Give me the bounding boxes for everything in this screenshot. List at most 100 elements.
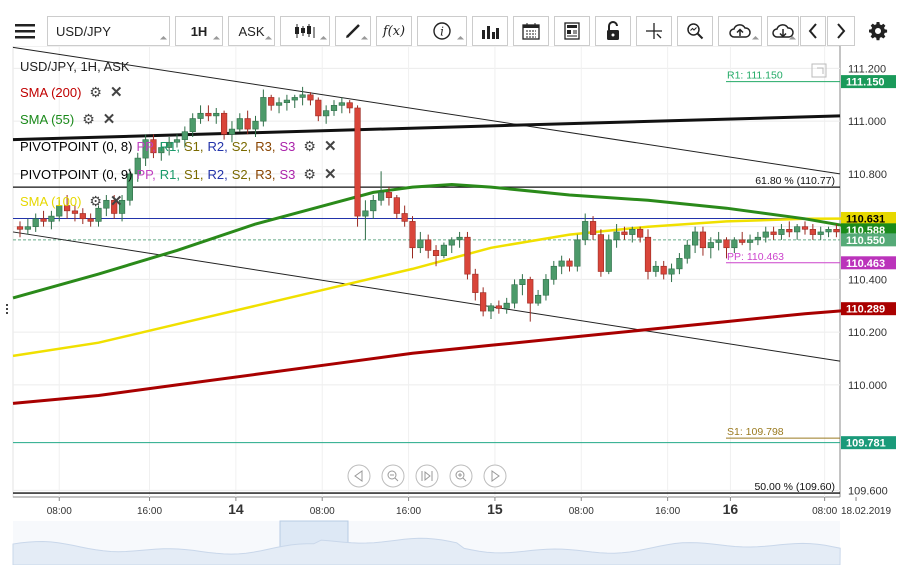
gear-icon[interactable]: ⚙ xyxy=(303,138,316,154)
candle-body xyxy=(32,218,39,227)
candle-body xyxy=(495,305,502,309)
price-tag-bg xyxy=(841,302,896,316)
candle-body xyxy=(283,99,291,104)
legend-level-r3: R3, xyxy=(255,167,276,182)
document-icon xyxy=(564,22,580,40)
nav-reset-button[interactable] xyxy=(415,464,439,488)
candle-body xyxy=(417,239,424,249)
candle-body xyxy=(684,244,691,259)
candle-body xyxy=(205,112,212,117)
volume-button[interactable] xyxy=(472,16,508,46)
candle-body xyxy=(126,173,133,201)
plot-area xyxy=(12,45,841,498)
expand-icon[interactable] xyxy=(811,63,827,78)
fx-label: f(x) xyxy=(382,23,406,39)
scroll-right-button[interactable] xyxy=(827,16,855,46)
legend-title: USD/JPY, 1H, ASK xyxy=(20,59,130,74)
pencil-icon xyxy=(346,24,360,38)
candle-body xyxy=(542,279,550,296)
crosshair-icon xyxy=(646,23,662,39)
gear-icon[interactable]: ⚙ xyxy=(303,166,316,182)
legend-item[interactable]: PIVOTPOINT (0, 8) PP, R1, S1, R2, S2, R3, S3 ⚙ ✕ xyxy=(20,138,337,155)
timeframe-select[interactable]: 1H xyxy=(175,16,223,46)
chevron-right-icon xyxy=(837,23,846,39)
legend-item[interactable]: SMA (55) ⚙ ✕ xyxy=(20,111,115,128)
nav-zoom-out-button[interactable] xyxy=(381,464,405,488)
candlestick-icon xyxy=(295,24,315,38)
legend-item[interactable]: SMA (100) ⚙ ✕ xyxy=(20,193,123,210)
menu-icon xyxy=(15,24,35,39)
indicators-button[interactable]: f(x) xyxy=(376,16,412,46)
calendar-button[interactable] xyxy=(513,16,549,46)
draw-tool-button[interactable] xyxy=(335,16,371,46)
legend-level-pp: PP, xyxy=(136,139,156,154)
candle-body xyxy=(24,226,31,230)
candle-body xyxy=(613,231,620,241)
candle-body xyxy=(503,302,510,309)
close-icon[interactable]: ✕ xyxy=(323,138,337,155)
candle-body xyxy=(221,112,228,135)
lock-button[interactable] xyxy=(595,16,631,46)
y-tick-label: 110.000 xyxy=(848,380,887,392)
candle-body xyxy=(330,105,338,111)
upload-button[interactable] xyxy=(718,16,762,46)
gear-icon[interactable]: ⚙ xyxy=(89,193,102,209)
candle-body xyxy=(809,229,816,235)
legend-item[interactable]: SMA (200) ⚙ ✕ xyxy=(20,84,123,101)
candle-body xyxy=(668,268,675,275)
candle-body xyxy=(746,239,754,243)
close-icon[interactable]: ✕ xyxy=(109,193,123,210)
close-icon[interactable]: ✕ xyxy=(323,166,337,183)
price-tag-bg xyxy=(841,436,896,450)
legend-level-s2: S2, xyxy=(231,167,252,182)
zoom-button[interactable] xyxy=(677,16,713,46)
download-button[interactable] xyxy=(767,16,799,46)
close-icon[interactable]: ✕ xyxy=(109,84,123,101)
candle-body xyxy=(291,97,298,101)
expand-icon-frame xyxy=(811,63,827,78)
candle-body xyxy=(456,236,463,241)
candle-body xyxy=(825,229,832,233)
candle-body xyxy=(252,120,259,130)
zoom-in-icon xyxy=(455,470,465,480)
symbol-select[interactable]: USD/JPY xyxy=(47,16,170,46)
sma100-line xyxy=(12,217,868,358)
candle-body xyxy=(323,110,330,117)
close-icon[interactable]: ✕ xyxy=(102,111,116,128)
candle-body xyxy=(87,218,94,222)
legend-item[interactable]: PIVOTPOINT (0, 9) PP, R1, S1, R2, S2, R3, S3 ⚙ ✕ xyxy=(20,166,337,183)
candle-body xyxy=(40,218,47,222)
candle-body xyxy=(707,242,714,249)
candle-body xyxy=(691,231,699,246)
candle-body xyxy=(778,229,785,235)
legend-item-label: PIVOTPOINT (0, 9) xyxy=(20,167,133,182)
price-tag-label: 110.550 xyxy=(846,235,885,247)
crosshair-button[interactable] xyxy=(636,16,672,46)
price-tag-bg xyxy=(841,233,896,247)
candle-body xyxy=(440,244,448,256)
gear-icon[interactable]: ⚙ xyxy=(82,111,95,127)
candle-body xyxy=(487,305,495,312)
candle-body xyxy=(393,197,400,214)
settings-button[interactable] xyxy=(862,16,894,46)
candle-body xyxy=(244,118,251,130)
gear-icon[interactable]: ⚙ xyxy=(89,84,102,100)
price-type-select[interactable]: ASK xyxy=(228,16,275,46)
nav-zoom-in-button[interactable] xyxy=(449,464,473,488)
y-tick-label: 111.000 xyxy=(848,116,886,128)
legend-level-s3: S3 xyxy=(279,167,296,182)
nav-back-button[interactable] xyxy=(347,464,371,488)
price-tag-label: 110.463 xyxy=(846,258,885,270)
candle-body xyxy=(158,147,165,154)
scroll-left-button[interactable] xyxy=(800,16,826,46)
chart-type-button[interactable] xyxy=(280,16,330,46)
menu-button[interactable] xyxy=(8,16,42,46)
nav-forward-button[interactable] xyxy=(483,464,507,488)
legend-level-s1: S1, xyxy=(183,167,204,182)
candle-body xyxy=(181,131,188,140)
timeframe-value: 1H xyxy=(190,23,208,39)
drag-handle-dot xyxy=(6,312,8,314)
info-button[interactable]: i xyxy=(417,16,467,46)
news-button[interactable] xyxy=(554,16,590,46)
